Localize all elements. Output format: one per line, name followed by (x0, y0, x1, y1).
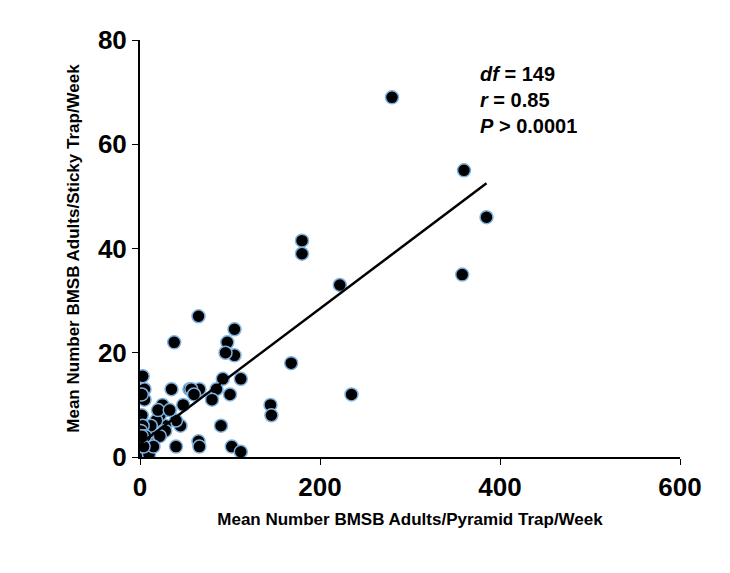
svg-text:400: 400 (478, 472, 521, 502)
svg-text:20: 20 (98, 338, 127, 368)
svg-text:Mean Number BMSB Adults/Pyrami: Mean Number BMSB Adults/Pyramid Trap/Wee… (217, 510, 603, 529)
svg-text:80: 80 (98, 25, 127, 55)
svg-text:0: 0 (112, 442, 126, 472)
svg-text:0: 0 (133, 472, 147, 502)
svg-text:Mean Number BMSB Adults/Sticky: Mean Number BMSB Adults/Sticky Trap/Week (64, 64, 83, 433)
svg-text:60: 60 (98, 129, 127, 159)
svg-text:600: 600 (658, 472, 701, 502)
svg-text:200: 200 (298, 472, 341, 502)
svg-text:df = 149r = 0.85P > 0.0001: df = 149r = 0.85P > 0.0001 (480, 63, 577, 137)
svg-text:40: 40 (98, 234, 127, 264)
